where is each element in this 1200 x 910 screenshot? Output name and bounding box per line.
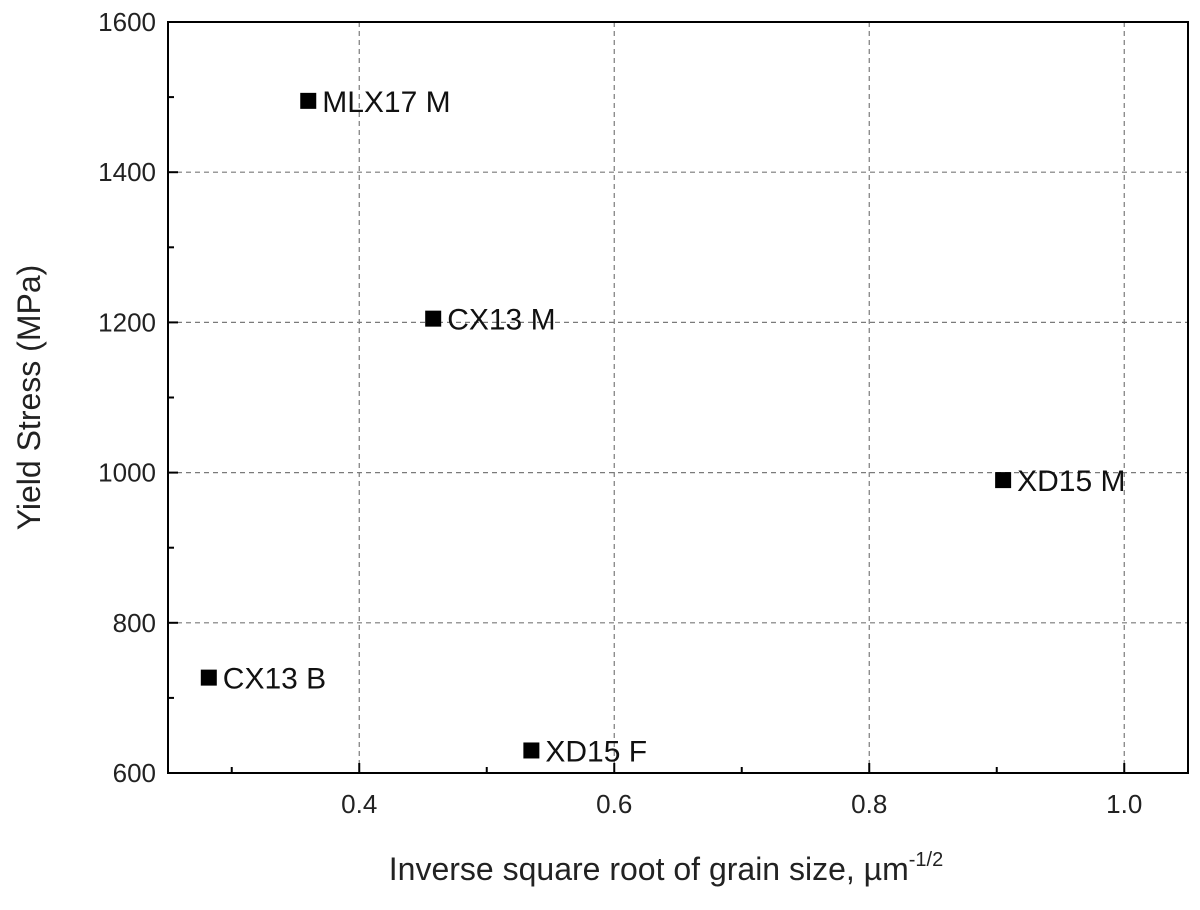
data-point-marker (995, 472, 1012, 489)
axis-ticks: 0.4 0.6 0.8 1.0 600 800 1000 1200 1400 1600 (98, 7, 1142, 819)
data-point-label: CX13 M (447, 304, 555, 337)
y-tick-label: 1600 (98, 7, 156, 37)
data-point-label: MLX17 M (322, 86, 450, 119)
data-point-label: XD15 F (545, 735, 647, 768)
y-tick-label: 1400 (98, 157, 156, 187)
x-tick-label: 0.6 (596, 789, 632, 819)
x-tick-label: 0.4 (341, 789, 377, 819)
data-point-label: CX13 B (223, 663, 326, 696)
y-tick-label: 1000 (98, 458, 156, 488)
data-points: MLX17 M CX13 M XD15 M CX13 B XD15 F (200, 86, 1126, 768)
y-axis-title: Yield Stress (MPa) (11, 265, 47, 531)
x-axis-title-superscript: -1/2 (909, 849, 943, 871)
data-point-marker (300, 92, 317, 109)
y-tick-label: 800 (113, 608, 156, 638)
data-point-marker (200, 669, 217, 686)
y-tick-label: 1200 (98, 307, 156, 337)
x-axis-title: Inverse square root of grain size, µm-1/… (389, 849, 943, 887)
data-point-label: XD15 M (1017, 465, 1125, 498)
x-tick-label: 1.0 (1106, 789, 1142, 819)
grid-lines (168, 22, 1188, 773)
plot-frame (167, 21, 1189, 774)
y-tick-label: 600 (113, 758, 156, 788)
data-point-marker (425, 310, 442, 327)
data-point-marker (523, 742, 540, 759)
x-axis-title-text: Inverse square root of grain size, µm (389, 851, 909, 887)
x-tick-label: 0.8 (851, 789, 887, 819)
